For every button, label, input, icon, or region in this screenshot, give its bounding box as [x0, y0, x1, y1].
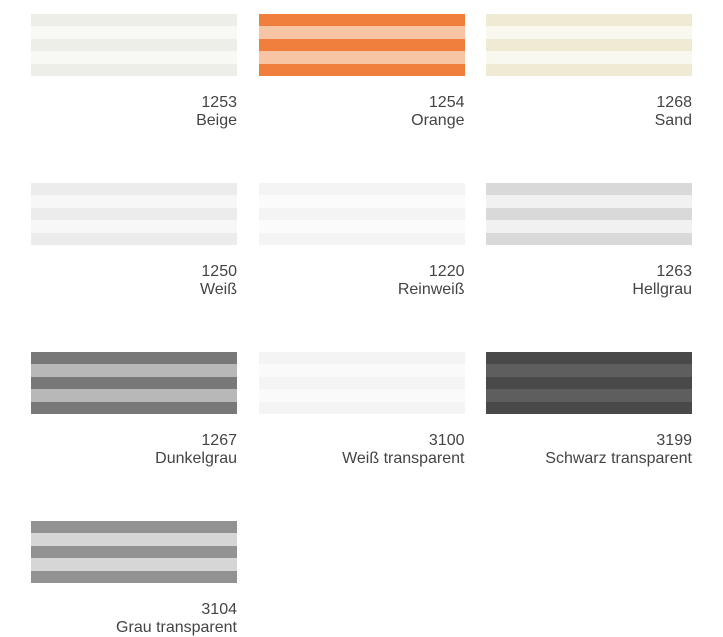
swatch-code: 3104: [201, 601, 237, 618]
swatch-stripe: [486, 207, 692, 221]
swatch-code: 1220: [428, 263, 465, 280]
swatch-stripe: [258, 195, 465, 208]
swatch-stripe: [31, 533, 237, 546]
swatch-stripe: [258, 38, 465, 52]
swatch-stripe: [486, 195, 692, 208]
swatch-stripe: [31, 364, 237, 377]
swatch-stripe: [31, 220, 237, 233]
swatch-code: 1268: [656, 94, 692, 111]
swatch-stripe: [258, 14, 465, 27]
swatch-stripe: [258, 207, 465, 221]
swatch-stripe: [31, 401, 237, 415]
swatch-stripe: [31, 14, 237, 27]
swatch-tile: 1263 Hellgrau: [486, 183, 692, 299]
swatch-stripe: [31, 389, 237, 402]
swatch-stripe: [258, 26, 465, 39]
color-swatch: [486, 183, 692, 246]
swatch-code: 1263: [656, 263, 692, 280]
swatch-stripe: [31, 207, 237, 221]
color-swatch: [258, 352, 465, 415]
swatch-name: Orange: [411, 112, 465, 129]
color-swatch: [486, 352, 692, 415]
swatch-tile: 3199 Schwarz transparent: [486, 352, 692, 468]
swatch-stripe: [258, 376, 465, 390]
swatch-stripe: [258, 63, 465, 77]
swatch-stripe: [258, 364, 465, 377]
swatch-name: Schwarz transparent: [545, 450, 692, 467]
swatch-name: Beige: [196, 112, 237, 129]
swatch-stripe: [31, 352, 237, 365]
swatch-name: Weiß transparent: [342, 450, 465, 467]
swatch-code: 1254: [428, 94, 465, 111]
swatch-stripe: [31, 232, 237, 246]
swatch-name: Hellgrau: [632, 281, 692, 298]
swatch-stripe: [486, 232, 692, 246]
swatch-tile: 1254 Orange: [258, 14, 465, 130]
swatch-code: 1253: [201, 94, 237, 111]
color-swatch: [31, 14, 237, 77]
swatch-name: Grau transparent: [116, 619, 237, 636]
swatch-stripe: [486, 352, 692, 365]
swatch-stripe: [258, 183, 465, 196]
swatch-stripe: [486, 38, 692, 52]
swatch-stripe: [486, 14, 692, 27]
swatch-stripe: [258, 220, 465, 233]
color-swatch: [486, 14, 692, 77]
swatch-stripe: [486, 376, 692, 390]
swatch-stripe: [31, 63, 237, 77]
swatch-stripe: [486, 51, 692, 64]
swatch-stripe: [31, 26, 237, 39]
swatch-name: Reinweiß: [397, 281, 465, 298]
swatch-stripe: [258, 389, 465, 402]
swatch-tile: 3104 Grau transparent: [31, 521, 237, 637]
color-swatch: [258, 14, 465, 77]
swatch-tile: 1267 Dunkelgrau: [31, 352, 237, 468]
color-swatch: [258, 183, 465, 246]
swatch-code: 1267: [201, 432, 237, 449]
color-swatch: [31, 352, 237, 415]
swatch-tile: 1253 Beige: [31, 14, 237, 130]
swatch-stripe: [31, 545, 237, 559]
swatch-stripe: [486, 26, 692, 39]
swatch-stripe: [486, 220, 692, 233]
swatch-stripe: [31, 521, 237, 534]
swatch-code: 1250: [201, 263, 237, 280]
swatch-stripe: [31, 558, 237, 571]
swatch-stripe: [486, 401, 692, 415]
swatch-stripe: [31, 195, 237, 208]
swatch-stripe: [486, 364, 692, 377]
swatch-name: Sand: [654, 112, 692, 129]
swatch-stripe: [31, 183, 237, 196]
swatch-stripe: [258, 401, 465, 415]
swatch-stripe: [31, 376, 237, 390]
swatch-code: 3199: [656, 432, 692, 449]
swatch-stripe: [486, 389, 692, 402]
swatch-stripe: [31, 38, 237, 52]
swatch-tile: 3100 Weiß transparent: [258, 352, 465, 468]
swatch-stripe: [486, 183, 692, 196]
swatch-tile: 1268 Sand: [486, 14, 692, 130]
color-swatch: [31, 183, 237, 246]
swatch-stripe: [258, 232, 465, 246]
swatch-tile: 1250 Weiß: [31, 183, 237, 299]
swatch-name: Dunkelgrau: [155, 450, 237, 467]
swatch-stripe: [486, 63, 692, 77]
swatch-stripe: [258, 51, 465, 64]
color-swatch: [31, 521, 237, 584]
swatch-stripe: [31, 51, 237, 64]
swatch-stripe: [31, 570, 237, 584]
swatch-name: Weiß: [199, 281, 237, 298]
swatch-tile: 1220 Reinweiß: [258, 183, 465, 299]
swatch-stripe: [258, 352, 465, 365]
swatch-code: 3100: [428, 432, 465, 449]
